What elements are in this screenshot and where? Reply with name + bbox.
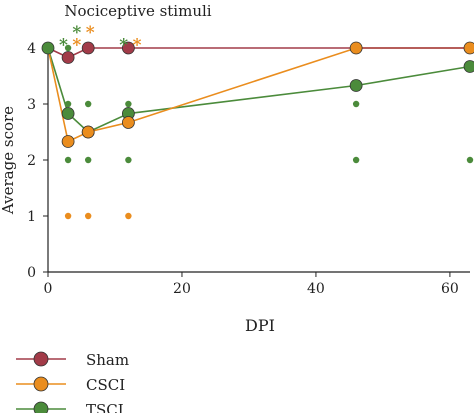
individual-point-tsci <box>64 100 72 108</box>
legend-marker-csci <box>33 376 49 392</box>
series-line-sham <box>47 47 470 59</box>
series-line-csci <box>47 47 470 143</box>
mean-point-sham <box>81 41 95 55</box>
legend-label-csci: CSCI <box>86 376 125 394</box>
y-axis-label: Average score <box>0 106 17 215</box>
mean-point-csci <box>81 125 95 139</box>
legend-label-sham: Sham <box>86 351 129 369</box>
significance-star: * <box>133 35 142 55</box>
individual-point-tsci <box>125 100 132 108</box>
series-line-tsci <box>47 47 471 133</box>
individual-point-tsci <box>64 44 72 52</box>
mean-point-tsci <box>463 60 474 73</box>
mean-point-tsci <box>41 41 55 55</box>
individual-point-tsci <box>352 100 360 108</box>
y-tick-label: 0 <box>27 265 36 281</box>
individual-point-csci <box>84 212 92 220</box>
significance-star: * <box>72 35 81 55</box>
legend-marker-sham <box>33 351 49 367</box>
individual-point-tsci <box>466 156 474 164</box>
y-tick-label: 3 <box>27 97 36 113</box>
x-tick-label: 0 <box>44 281 53 297</box>
mean-point-tsci <box>61 107 75 120</box>
x-tick-label: 20 <box>173 281 191 297</box>
mean-point-csci <box>463 41 474 55</box>
mean-point-csci <box>61 135 75 148</box>
significance-annotations: * ** ** * <box>59 23 142 55</box>
y-tick-label: 1 <box>27 209 36 225</box>
legend-label-tsci: TSCI <box>86 401 124 413</box>
individual-point-tsci <box>84 100 92 108</box>
individual-point-tsci <box>352 156 360 164</box>
x-tick-label: 60 <box>441 281 459 297</box>
x-axis-label: DPI <box>245 316 275 335</box>
mean-point-tsci <box>349 79 363 92</box>
mean-point-csci <box>349 41 363 55</box>
significance-star: * <box>59 35 68 55</box>
significance-star: * <box>119 35 128 55</box>
individual-point-csci <box>64 212 72 220</box>
series-lines <box>47 47 471 143</box>
significance-star: * <box>72 23 81 43</box>
legend: Sham CSCI TSCI <box>16 351 129 413</box>
x-tick-label: 40 <box>307 281 325 297</box>
mean-point-sham <box>121 41 135 55</box>
axes: 0 20 40 60 0 1 2 3 4 <box>27 41 470 297</box>
legend-marker-tsci <box>33 401 49 413</box>
mean-point-csci <box>121 116 135 129</box>
individual-point-csci <box>125 212 132 220</box>
y-tick-label: 4 <box>27 41 36 57</box>
individual-point-tsci <box>125 156 132 164</box>
mean-point-sham <box>61 51 75 64</box>
significance-star: * <box>86 23 95 43</box>
data-points <box>41 41 474 220</box>
y-tick-label: 2 <box>27 153 36 169</box>
chart-title: Nociceptive stimuli <box>64 2 211 20</box>
individual-point-tsci <box>84 156 92 164</box>
individual-point-tsci <box>64 156 72 164</box>
